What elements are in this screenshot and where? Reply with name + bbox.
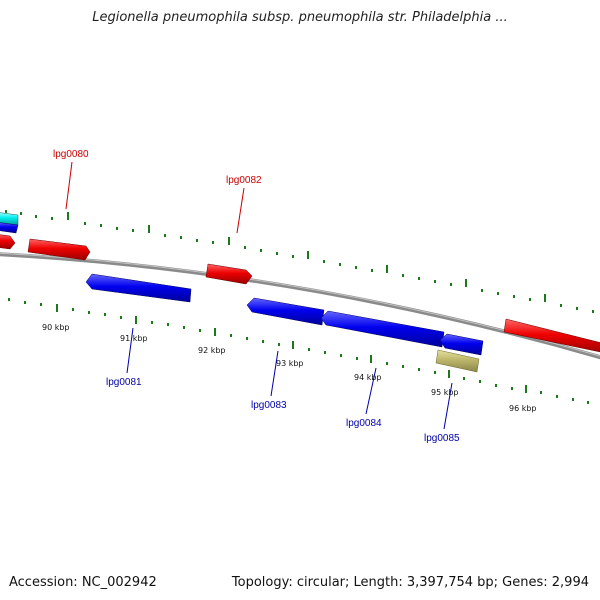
scale-label-93kbp: 93 kbp bbox=[276, 359, 304, 368]
gene-label-lpg0083[interactable]: lpg0083 bbox=[251, 400, 287, 411]
accession-text: Accession: NC_002942 bbox=[9, 575, 157, 590]
forward-genes bbox=[0, 234, 600, 354]
genome-stats-text: Topology: circular; Length: 3,397,754 bp… bbox=[231, 575, 589, 590]
reverse-gene-lpg0084[interactable] bbox=[320, 310, 445, 348]
scale-label-94kbp: 94 kbp bbox=[354, 373, 382, 382]
label-leader-lines bbox=[65, 161, 453, 430]
reverse-gene-lpg0085[interactable] bbox=[439, 333, 484, 356]
scale-label-90kbp: 90 kbp bbox=[42, 323, 70, 332]
gene-label-lpg0081[interactable]: lpg0081 bbox=[106, 377, 142, 388]
reverse-gene-lpg0081[interactable] bbox=[85, 273, 192, 303]
scale-label-95kbp: 95 kbp bbox=[431, 388, 459, 397]
gene-label-lpg0080[interactable]: lpg0080 bbox=[53, 149, 89, 160]
forward-tick-track bbox=[5, 210, 594, 313]
gene-label-lpg0082[interactable]: lpg0082 bbox=[226, 175, 262, 186]
forward-gene-lpg0080[interactable] bbox=[27, 238, 91, 261]
gene-label-lpg0085[interactable]: lpg0085 bbox=[424, 433, 460, 444]
scale-label-92kbp: 92 kbp bbox=[198, 346, 226, 355]
forward-gene-lpg0082[interactable] bbox=[205, 263, 253, 285]
reverse-genes bbox=[85, 273, 484, 356]
reverse-tick-track bbox=[8, 298, 589, 404]
other-feature[interactable] bbox=[435, 349, 480, 373]
scale-label-91kbp: 91 kbp bbox=[120, 334, 148, 343]
scale-label-96kbp: 96 kbp bbox=[509, 404, 537, 413]
reverse-gene[interactable] bbox=[0, 222, 19, 234]
forward-gene[interactable] bbox=[0, 234, 16, 250]
reverse-gene-lpg0083[interactable] bbox=[246, 297, 325, 326]
forward-gene[interactable] bbox=[503, 318, 600, 354]
map-title: Legionella pneumophila subsp. pneumophil… bbox=[92, 10, 508, 25]
gene-label-lpg0084[interactable]: lpg0084 bbox=[346, 418, 382, 429]
